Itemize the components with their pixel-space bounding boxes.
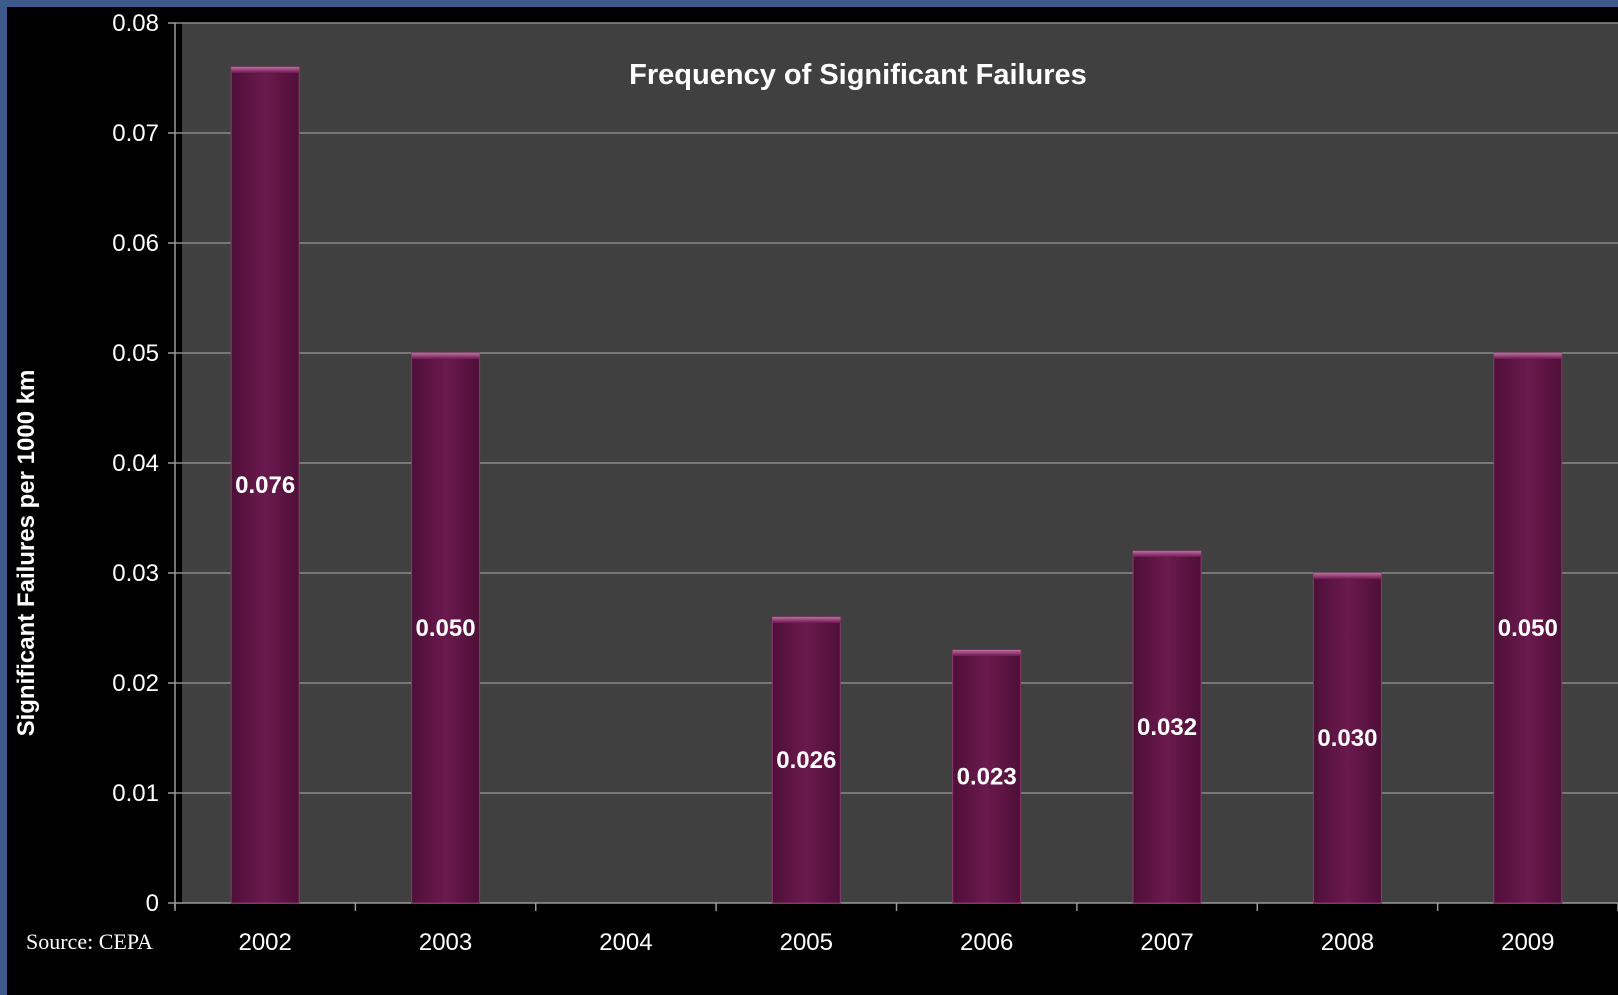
tick-labels: 0 0.01 0.02 0.03 0.04 0.05 0.06 0.07 0.08 2002 200… [112,10,1554,956]
y-tick-label: 0.03 [112,560,159,587]
x-tick-label-2002: 2002 [238,929,291,956]
x-tick-label-2009: 2009 [1501,929,1554,956]
data-label-2006: 0.023 [957,764,1017,791]
x-tick-label-2004: 2004 [599,929,652,956]
bars [230,66,1563,904]
source-note: Source: CEPA [26,929,153,954]
bar-cap-2005 [772,617,841,623]
y-tick-label: 0.07 [112,120,159,147]
y-tick-label: 0 [146,890,159,917]
data-label-2002: 0.076 [235,472,295,499]
bar-cap-2002 [231,67,300,73]
x-tick-label-2005: 2005 [780,929,833,956]
bar-2008 [1312,572,1382,904]
bar-2003 [411,352,481,904]
chart-frame: 0.076 0.050 0.026 0.023 0.032 0.030 0.050 0 0.0… [7,7,1618,995]
x-tick-label-2007: 2007 [1140,929,1193,956]
data-label-2009: 0.050 [1498,615,1558,642]
bar-cap-2006 [952,650,1021,656]
x-tick-label-2003: 2003 [419,929,472,956]
data-label-2007: 0.032 [1137,714,1197,741]
data-label-2008: 0.030 [1317,725,1377,752]
y-tick-label: 0.02 [112,670,159,697]
bar-2007 [1132,550,1202,904]
chart-title: Frequency of Significant Failures [629,59,1087,91]
data-label-2003: 0.050 [416,615,476,642]
y-tick-label: 0.06 [112,230,159,257]
bar-2005 [771,616,841,904]
data-labels: 0.076 0.050 0.026 0.023 0.032 0.030 0.050 [235,472,1558,791]
y-tick-label: 0.05 [112,340,159,367]
bar-2002 [230,66,300,904]
y-tick-label: 0.04 [112,450,159,477]
y-axis-label: Significant Failures per 1000 km [13,370,40,737]
bar-cap-2008 [1313,573,1382,579]
chart-svg: 0.076 0.050 0.026 0.023 0.032 0.030 0.050 0 0.0… [13,10,1618,956]
x-tick-label-2008: 2008 [1321,929,1374,956]
bar-cap-2003 [411,353,480,359]
x-tick-label-2006: 2006 [960,929,1013,956]
bar-2009 [1493,352,1563,904]
y-tick-label: 0.01 [112,780,159,807]
bar-cap-2009 [1493,353,1562,359]
y-tick-label: 0.08 [112,10,159,37]
bar-2006 [952,649,1022,904]
data-label-2005: 0.026 [776,747,836,774]
bar-cap-2007 [1133,551,1202,557]
